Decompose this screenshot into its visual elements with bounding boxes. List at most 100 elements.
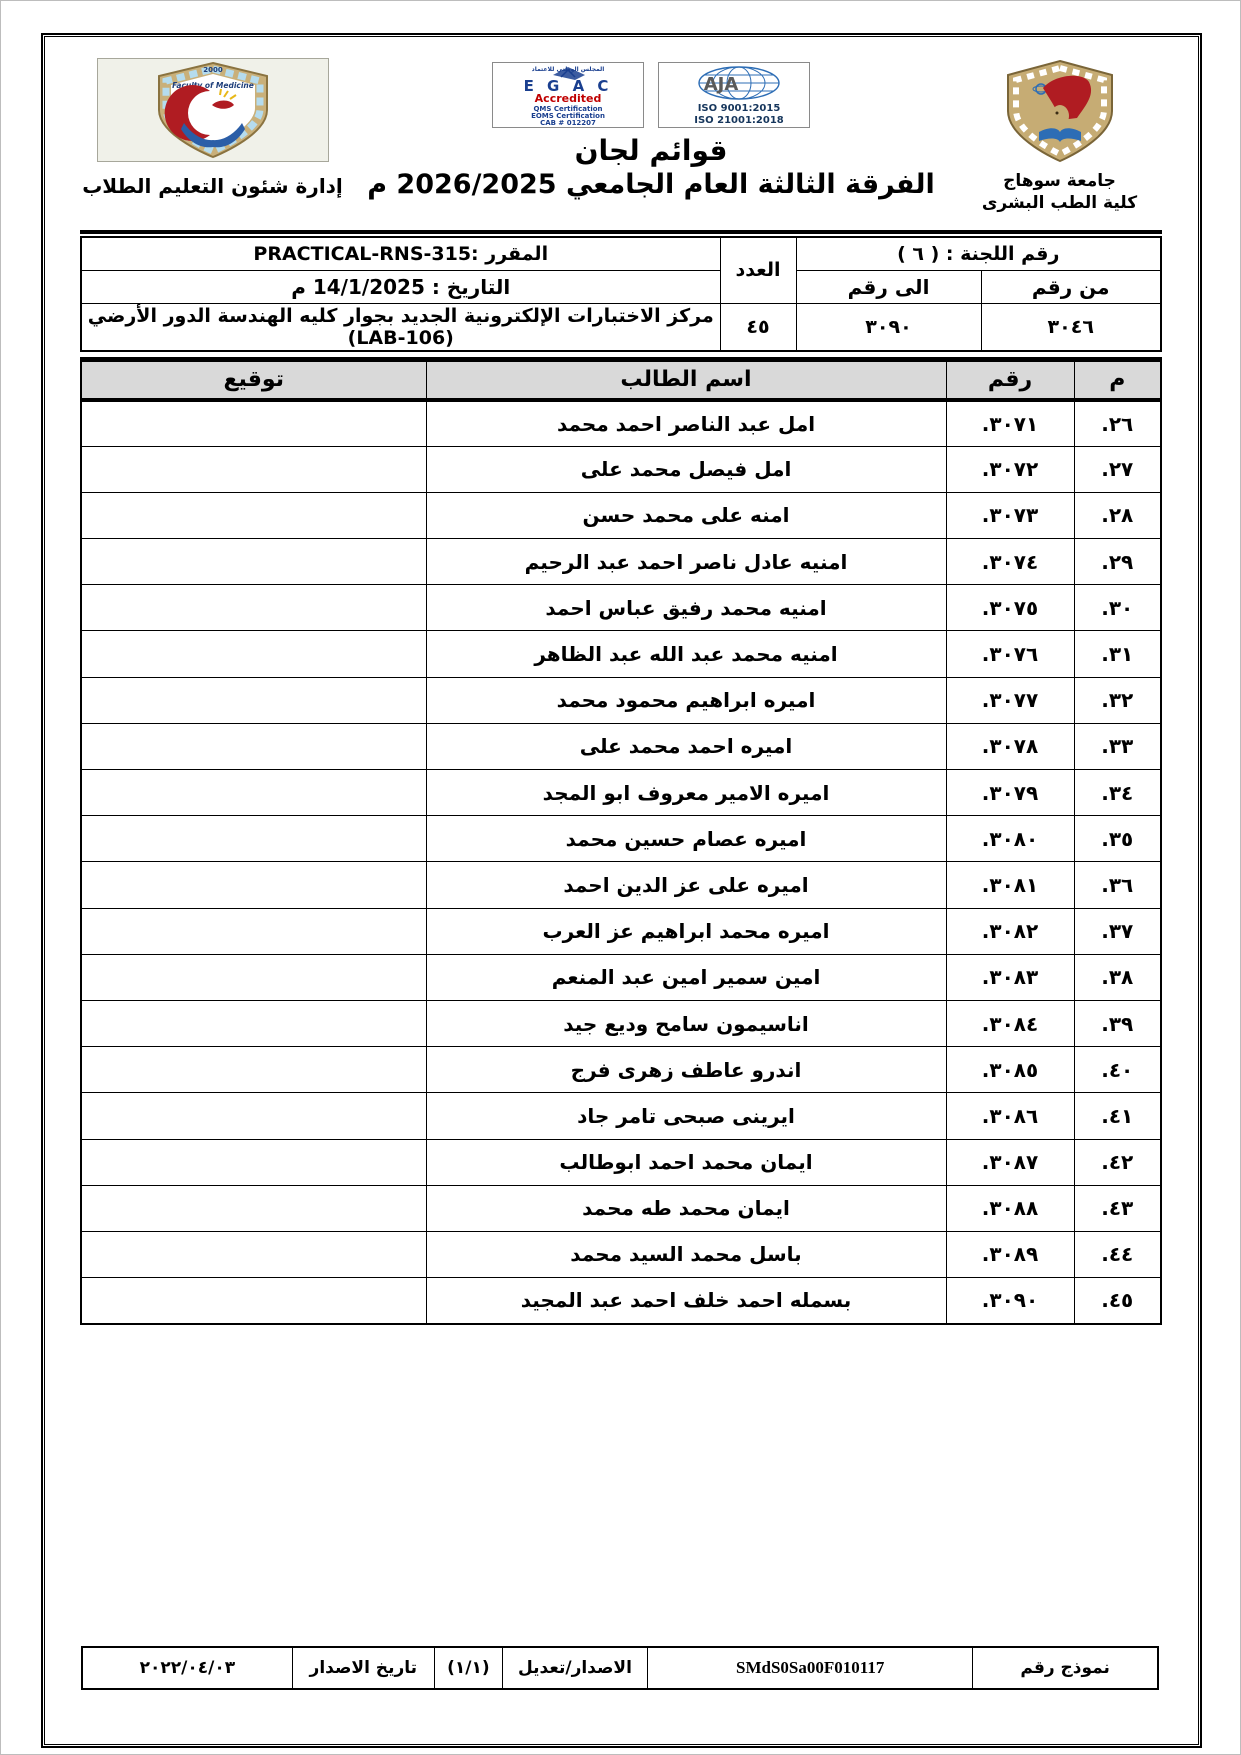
page-frame bbox=[41, 33, 1202, 1748]
row-signature-cell bbox=[80, 722, 427, 771]
count-label: العدد bbox=[719, 236, 797, 304]
row-number: ٣٠٧٨. bbox=[945, 722, 1075, 771]
row-serial: ٣٤. bbox=[1073, 768, 1162, 817]
row-student-name: امنه على محمد حسن bbox=[425, 491, 947, 540]
header-serial: م bbox=[1073, 356, 1162, 402]
row-signature-cell bbox=[80, 445, 427, 493]
row-student-name: اميره محمد ابراهيم عز العرب bbox=[425, 907, 947, 955]
form-number-label: نموذج رقم bbox=[972, 1646, 1159, 1690]
row-serial: ٣٧. bbox=[1073, 907, 1162, 955]
form-footer: نموذج رقم SMdS0Sa00F010117 الاصدار/تعديل… bbox=[81, 1646, 1159, 1690]
table-row: ٢٦. ٣٠٧١. امل عبد الناصر احمد محمد bbox=[80, 399, 1162, 447]
svg-text:AJA: AJA bbox=[704, 74, 739, 95]
row-student-name: امين سمير امين عبد المنعم bbox=[425, 953, 947, 1001]
row-number: ٣٠٧٩. bbox=[945, 768, 1075, 817]
count-value: ٤٥ bbox=[719, 302, 797, 351]
table-row: ٣٤. ٣٠٧٩. اميره الامير معروف ابو المجد bbox=[80, 768, 1162, 817]
egac-logo: المجلس الوطني للاعتماد E G A C Accredite… bbox=[492, 62, 644, 128]
row-serial: ٤١. bbox=[1073, 1092, 1162, 1140]
row-signature-cell bbox=[80, 538, 427, 586]
row-signature-cell bbox=[80, 953, 427, 1001]
svg-text:Faculty of Medicine: Faculty of Medicine bbox=[172, 81, 254, 90]
table-row: ٣٣. ٣٠٧٨. اميره احمد محمد على bbox=[80, 722, 1162, 771]
row-student-name: اميره على عز الدين احمد bbox=[425, 861, 947, 909]
row-number: ٣٠٨٧. bbox=[945, 1138, 1075, 1186]
page-header: جامعة سوهاج كلية الطب البشرى المجلس الوط… bbox=[80, 58, 1162, 226]
row-signature-cell bbox=[80, 1092, 427, 1140]
header-number: رقم bbox=[945, 356, 1075, 402]
row-serial: ٤٤. bbox=[1073, 1230, 1162, 1279]
table-row: ٣٢. ٣٠٧٧. اميره ابراهيم محمود محمد bbox=[80, 676, 1162, 724]
row-signature-cell bbox=[80, 399, 427, 447]
row-signature-cell bbox=[80, 815, 427, 863]
table-row: ٤٤. ٣٠٨٩. باسل محمد السيد محمد bbox=[80, 1230, 1162, 1279]
row-student-name: امل فيصل محمد على bbox=[425, 445, 947, 493]
row-signature-cell bbox=[80, 999, 427, 1048]
table-row: ٣٥. ٣٠٨٠. اميره عصام حسين محمد bbox=[80, 815, 1162, 863]
to-number-label: الى رقم bbox=[795, 269, 982, 304]
aja-iso-logo: AJA ISO 9001:2015 ISO 21001:2018 bbox=[658, 62, 810, 128]
issue-revision-label: الاصدار/تعديل bbox=[501, 1646, 649, 1690]
row-serial: ٣٠. bbox=[1073, 584, 1162, 632]
page-title: قوائم لجان bbox=[574, 134, 728, 167]
row-student-name: امنيه عادل ناصر احمد عبد الرحيم bbox=[425, 538, 947, 586]
header-student-name: اسم الطالب bbox=[425, 356, 947, 402]
table-row: ٣٦. ٣٠٨١. اميره على عز الدين احمد bbox=[80, 861, 1162, 909]
row-signature-cell bbox=[80, 1046, 427, 1094]
row-serial: ٢٩. bbox=[1073, 538, 1162, 586]
row-student-name: اميره احمد محمد على bbox=[425, 722, 947, 771]
row-number: ٣٠٧١. bbox=[945, 399, 1075, 447]
svg-text:ISO 21001:2018: ISO 21001:2018 bbox=[694, 115, 784, 126]
students-table: م رقم اسم الطالب توقيع ٢٦. ٣٠٧١. امل عبد… bbox=[80, 356, 1162, 1325]
table-row: ٣٩. ٣٠٨٤. اناسيمون سامح وديع جيد bbox=[80, 999, 1162, 1048]
row-signature-cell bbox=[80, 907, 427, 955]
issue-date-value: ٢٠٢٢/٠٤/٠٣ bbox=[81, 1646, 293, 1690]
certification-logos: المجلس الوطني للاعتماد E G A C Accredite… bbox=[345, 62, 957, 128]
to-number-value: ٣٠٩٠ bbox=[795, 302, 982, 351]
row-number: ٣٠٩٠. bbox=[945, 1277, 1075, 1325]
exam-date: التاريخ : 14/1/2025 م bbox=[80, 269, 721, 304]
row-serial: ٣٥. bbox=[1073, 815, 1162, 863]
page-content: جامعة سوهاج كلية الطب البشرى المجلس الوط… bbox=[48, 40, 1194, 1744]
row-number: ٣٠٨٩. bbox=[945, 1230, 1075, 1279]
page-subtitle: الفرقة الثالثة العام الجامعي 2026/2025 م bbox=[367, 169, 935, 200]
from-number-value: ٣٠٤٦ bbox=[980, 302, 1162, 351]
row-signature-cell bbox=[80, 676, 427, 724]
committee-number: رقم اللجنة : ( ٦ ) bbox=[795, 236, 1162, 271]
row-student-name: ايرينى صبحى تامر جاد bbox=[425, 1092, 947, 1140]
row-student-name: اناسيمون سامح وديع جيد bbox=[425, 999, 947, 1048]
students-table-header: م رقم اسم الطالب توقيع bbox=[80, 356, 1162, 402]
table-row: ٤٢. ٣٠٨٧. ايمان محمد احمد ابوطالب bbox=[80, 1138, 1162, 1186]
course-code: المقرر :PRACTICAL-RNS-315 bbox=[80, 236, 721, 271]
university-name: جامعة سوهاج bbox=[1003, 171, 1116, 191]
row-student-name: امنيه محمد رفيق عباس احمد bbox=[425, 584, 947, 632]
sohag-university-emblem-icon bbox=[1003, 58, 1117, 164]
row-number: ٣٠٧٣. bbox=[945, 491, 1075, 540]
exam-info-table: رقم اللجنة : ( ٦ ) العدد المقرر :PRACTIC… bbox=[80, 236, 1162, 352]
table-row: ٤٣. ٣٠٨٨. ايمان محمد طه محمد bbox=[80, 1184, 1162, 1232]
row-student-name: ايمان محمد احمد ابوطالب bbox=[425, 1138, 947, 1186]
table-row: ٣١. ٣٠٧٦. امنيه محمد عبد الله عبد الظاهر bbox=[80, 630, 1162, 678]
row-student-name: ايمان محمد طه محمد bbox=[425, 1184, 947, 1232]
table-row: ٢٧. ٣٠٧٢. امل فيصل محمد على bbox=[80, 445, 1162, 493]
row-signature-cell bbox=[80, 1230, 427, 1279]
row-number: ٣٠٨٨. bbox=[945, 1184, 1075, 1232]
title-block: المجلس الوطني للاعتماد E G A C Accredite… bbox=[345, 58, 957, 226]
row-number: ٣٠٨١. bbox=[945, 861, 1075, 909]
row-serial: ٢٦. bbox=[1073, 399, 1162, 447]
row-student-name: اميره عصام حسين محمد bbox=[425, 815, 947, 863]
row-serial: ٣٣. bbox=[1073, 722, 1162, 771]
row-student-name: باسل محمد السيد محمد bbox=[425, 1230, 947, 1279]
row-serial: ٤٥. bbox=[1073, 1277, 1162, 1325]
row-number: ٣٠٧٢. bbox=[945, 445, 1075, 493]
row-number: ٣٠٨٥. bbox=[945, 1046, 1075, 1094]
table-row: ٣٧. ٣٠٨٢. اميره محمد ابراهيم عز العرب bbox=[80, 907, 1162, 955]
row-serial: ٢٨. bbox=[1073, 491, 1162, 540]
row-signature-cell bbox=[80, 1184, 427, 1232]
table-row: ٢٨. ٣٠٧٣. امنه على محمد حسن bbox=[80, 491, 1162, 540]
issue-revision-value: (١/١) bbox=[433, 1646, 503, 1690]
row-number: ٣٠٨٣. bbox=[945, 953, 1075, 1001]
row-number: ٣٠٧٧. bbox=[945, 676, 1075, 724]
row-signature-cell bbox=[80, 1277, 427, 1325]
